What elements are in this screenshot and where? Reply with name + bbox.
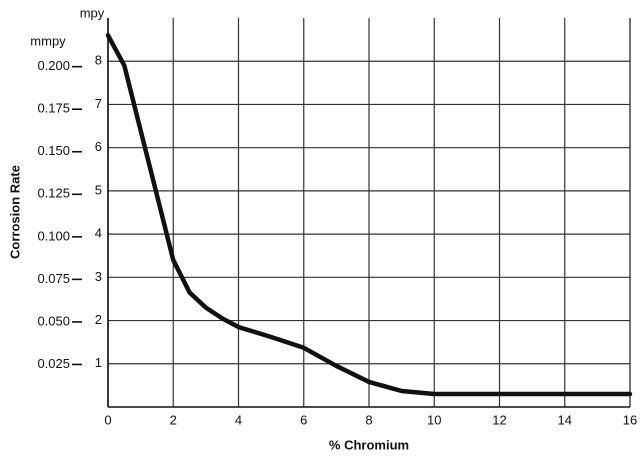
y-unit: mpy — [80, 5, 105, 20]
x-tick-label: 10 — [427, 412, 441, 427]
y2-tick-label: 0.150 — [37, 143, 70, 158]
y2-tick-label: 0.075 — [37, 271, 70, 286]
x-tick-label: 0 — [104, 412, 111, 427]
x-axis-label: % Chromium — [329, 437, 409, 452]
y2-tick-label: 0.175 — [37, 101, 70, 116]
y-tick-label: 8 — [95, 53, 102, 68]
x-tick-label: 6 — [300, 412, 307, 427]
y2-tick-label: 0.200 — [37, 58, 70, 73]
x-tick-label: 4 — [235, 412, 242, 427]
y-axis-label: Corrosion Rate — [7, 165, 22, 259]
y-tick-label: 3 — [95, 269, 102, 284]
x-tick-label: 16 — [623, 412, 637, 427]
y-tick-label: 5 — [95, 182, 102, 197]
data-line — [105, 33, 633, 397]
y-tick-label: 6 — [95, 139, 102, 154]
y-tick-label: 1 — [95, 355, 102, 370]
y-tick-label: 2 — [95, 312, 102, 327]
y2-unit: mmpy — [30, 33, 66, 48]
x-tick-label: 8 — [365, 412, 372, 427]
y2-tick-label: 0.025 — [37, 356, 70, 371]
x-tick-label: 2 — [170, 412, 177, 427]
y2-tick-label: 0.050 — [37, 313, 70, 328]
y-tick-label: 7 — [95, 96, 102, 111]
y2-tick-label: 0.100 — [37, 228, 70, 243]
x-tick-label: 12 — [492, 412, 506, 427]
y2-tick-label: 0.125 — [37, 186, 70, 201]
y-tick-label: 4 — [95, 226, 102, 241]
x-tick-label: 14 — [558, 412, 572, 427]
